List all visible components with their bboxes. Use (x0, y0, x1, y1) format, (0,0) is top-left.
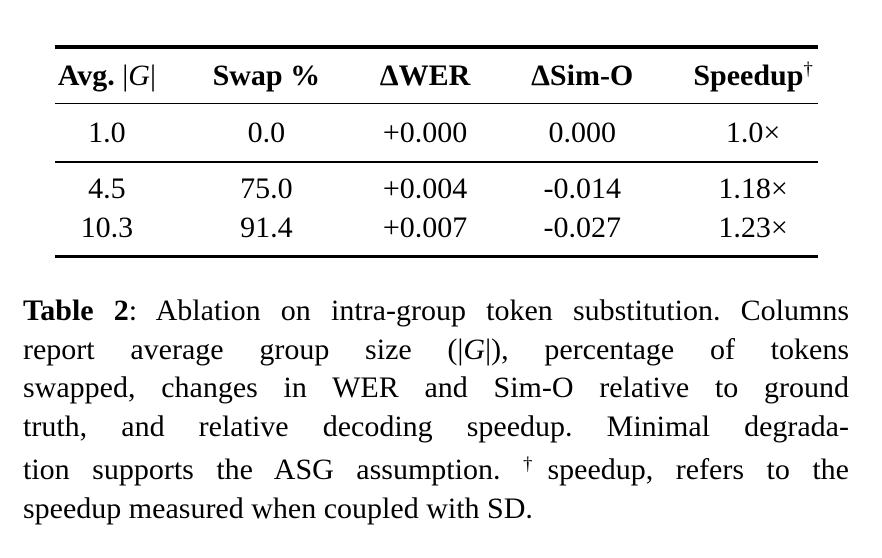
caption-table-label: Table 2 (23, 294, 129, 327)
cell-wer: +0.000 (382, 115, 468, 149)
column-header-avg-group-size: Avg. |G| (55, 59, 159, 93)
caption-text: report average group size (| (23, 332, 464, 366)
table-header-row: Avg. |G| Swap % ΔWER ΔSim-O Speedup† (55, 49, 818, 103)
table-body-group: 4.5 75.0 +0.004 -0.014 1.18× 10.3 91.4 +… (55, 163, 818, 255)
column-header-delta-wer: ΔWER (379, 58, 471, 92)
cell-wer: +0.004 (382, 172, 468, 206)
cell-simo: -0.014 (543, 172, 621, 206)
column-header-swap-percent: Swap % (212, 58, 321, 92)
dagger-superscript: † (803, 58, 813, 80)
cell-simo: -0.027 (543, 211, 621, 245)
cell-speedup: 1.0× (725, 115, 781, 149)
cell-simo: 0.000 (548, 115, 616, 149)
table-caption: Table 2: Ablation on intra-group token s… (23, 292, 849, 528)
caption-text: speedup, refers to the (547, 453, 849, 486)
cell-swap: 0.0 (247, 115, 286, 149)
caption-line: speedup measured when coupled with SD. (23, 491, 533, 525)
table-row: 10.3 91.4 +0.007 -0.027 1.23× (55, 209, 818, 248)
cell-swap: 91.4 (240, 211, 293, 245)
math-open-bar: | (122, 58, 129, 92)
caption-line: Table 2: Ablation on intra-group token s… (23, 292, 849, 331)
table-top-rule (55, 45, 818, 49)
table-row: 1.0 0.0 +0.000 0.000 1.0× (55, 104, 818, 161)
caption-line: tion supports the ASG assumption. †speed… (23, 446, 849, 490)
cell-swap: 75.0 (240, 172, 293, 206)
table-row: 4.5 75.0 +0.004 -0.014 1.18× (55, 170, 818, 209)
speedup-label: Speedup (693, 58, 804, 92)
dagger-superscript: † (522, 454, 548, 475)
cell-speedup: 1.23× (718, 211, 788, 245)
table-header-rule (55, 102, 818, 105)
math-script-g: G (128, 58, 150, 92)
table-mid-rule (55, 161, 818, 163)
math-script-g: G (463, 332, 486, 366)
table-bottom-rule (55, 254, 818, 259)
results-table: Avg. |G| Swap % ΔWER ΔSim-O Speedup† 1.0… (55, 45, 818, 259)
cell-avg: 4.5 (88, 172, 126, 206)
caption-line: report average group size (|G|), percent… (23, 331, 849, 370)
caption-text: tion supports the ASG assumption. (23, 453, 523, 486)
column-header-speedup: Speedup† (688, 59, 818, 93)
caption-text: |), percentage of tokens (485, 332, 849, 366)
column-header-delta-sim-o: ΔSim-O (531, 58, 634, 92)
math-close-bar: | (149, 58, 156, 92)
caption-line: truth, and relative decoding speedup. Mi… (23, 409, 849, 443)
avg-label: Avg. (57, 58, 115, 92)
cell-speedup: 1.18× (718, 172, 788, 206)
caption-line: swapped, changes in WER and Sim-O relati… (23, 371, 849, 404)
caption-text: : Ablation on intra-group token substitu… (128, 294, 850, 327)
cell-avg: 1.0 (88, 115, 126, 149)
cell-avg: 10.3 (80, 211, 134, 245)
cell-wer: +0.007 (382, 211, 468, 245)
